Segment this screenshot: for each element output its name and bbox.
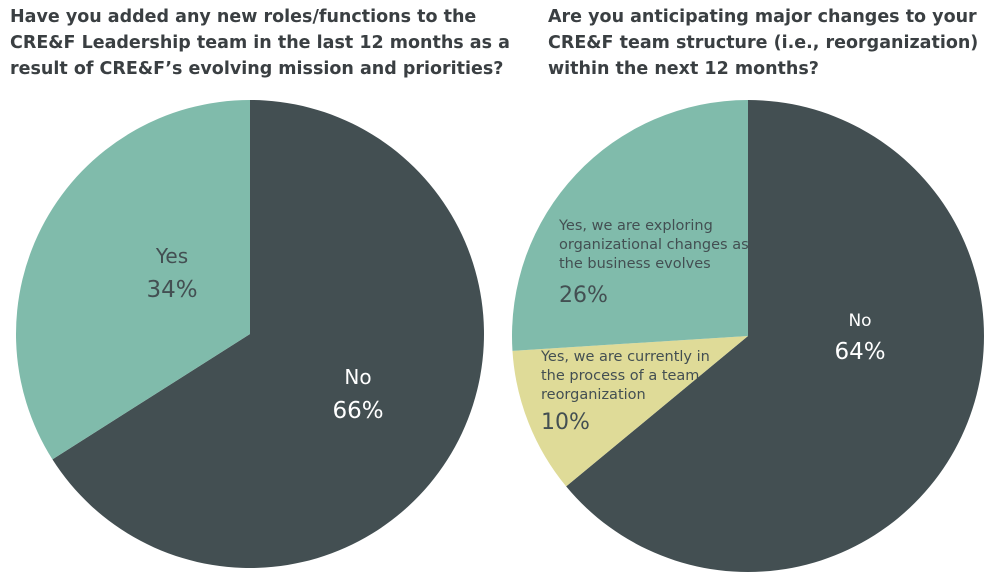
question-right: Are you anticipating major changes to yo… bbox=[548, 4, 988, 82]
pie-1-slice-1-label-line-0: Yes, we are currently in bbox=[540, 349, 710, 365]
question-left-line-1: Have you added any new roles/functions t… bbox=[10, 7, 477, 27]
pie-1-slice-2-value: 26% bbox=[559, 283, 608, 308]
question-left-line-3: result of CRE&F’s evolving mission and p… bbox=[10, 59, 504, 79]
pie-1-slice-2-label-line-1: organizational changes as bbox=[559, 237, 749, 253]
pie-chart-left: No 66% Yes 34% bbox=[15, 99, 484, 568]
pie-1-slice-0 bbox=[566, 100, 984, 573]
pie-1-slice-2-label-line-2: the business evolves bbox=[559, 256, 711, 272]
question-left: Have you added any new roles/functions t… bbox=[10, 4, 510, 82]
pie-0-slice-0-value: 66% bbox=[332, 398, 383, 424]
pie-0-slice-0 bbox=[52, 100, 484, 568]
pie-0-slice-1-value: 34% bbox=[146, 277, 197, 303]
question-right-line-3: within the next 12 months? bbox=[548, 59, 819, 79]
question-right-line-2: CRE&F team structure (i.e., reorganizati… bbox=[548, 33, 979, 53]
pie-1-slice-1-value: 10% bbox=[541, 410, 590, 435]
pie-1-slice-1-label-line-2: reorganization bbox=[541, 387, 646, 403]
question-right-line-1: Are you anticipating major changes to yo… bbox=[548, 7, 977, 27]
question-left-line-2: CRE&F Leadership team in the last 12 mon… bbox=[10, 33, 510, 53]
pie-0-slice-1 bbox=[15, 99, 251, 460]
pie-1-slice-1-label-line-1: the process of a team bbox=[541, 368, 699, 384]
pie-0-slice-0-label-line-0: No bbox=[344, 365, 371, 389]
pie-0-slice-1-label-line-0: Yes bbox=[155, 244, 188, 268]
pie-chart-right: No 64% Yes, we are currently in the process… bbox=[512, 100, 984, 573]
pie-1-slice-2 bbox=[512, 100, 748, 351]
pie-1-slice-0-label-line-0: No bbox=[848, 311, 871, 331]
pie-1-slice-0-value: 64% bbox=[834, 339, 885, 365]
pie-1-slice-2-label-line-0: Yes, we are exploring bbox=[558, 218, 713, 234]
pie-1-slice-1 bbox=[512, 336, 748, 487]
